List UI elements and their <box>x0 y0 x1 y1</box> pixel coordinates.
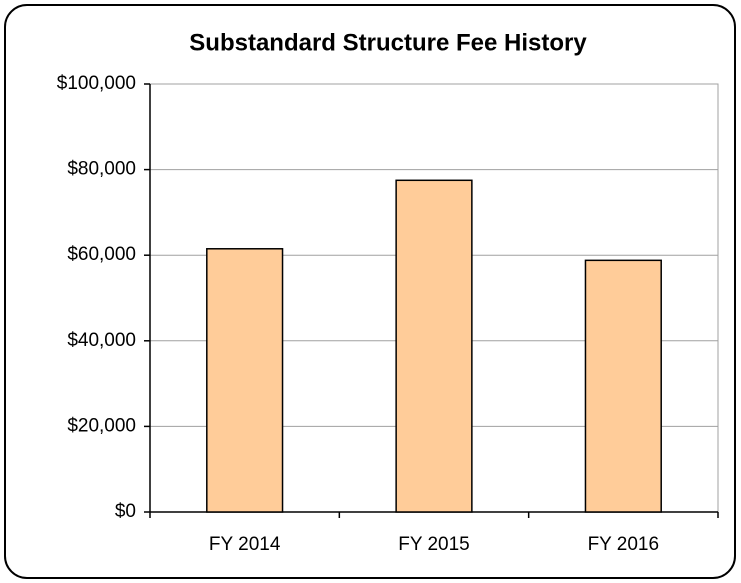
x-tick-label: FY 2014 <box>209 534 281 555</box>
y-tick-label: $100,000 <box>57 73 136 94</box>
y-tick-label: $80,000 <box>67 159 136 180</box>
y-tick-label: $40,000 <box>67 330 136 351</box>
bar <box>584 259 662 513</box>
bar <box>395 179 473 513</box>
y-tick-label: $20,000 <box>67 415 136 436</box>
y-tick-label: $0 <box>115 501 136 522</box>
x-tick-label: FY 2015 <box>398 534 469 555</box>
y-tick-label: $60,000 <box>67 244 136 265</box>
bar <box>206 248 284 513</box>
chart-title: Substandard Structure Fee History <box>189 29 587 56</box>
x-tick-label: FY 2016 <box>588 534 659 555</box>
